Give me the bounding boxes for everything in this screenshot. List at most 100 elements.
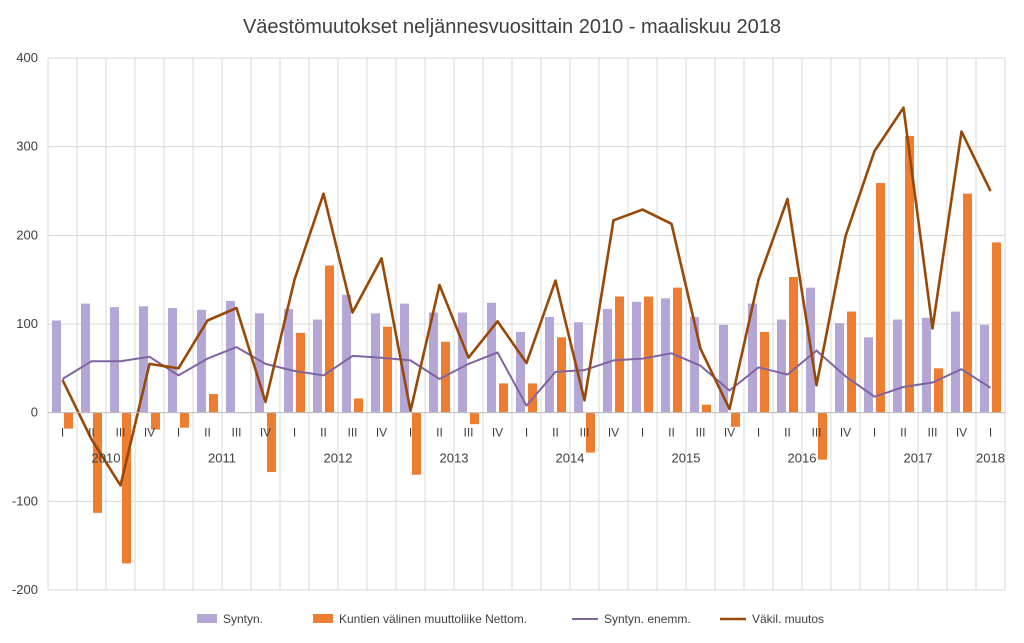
x-tick-label: IV [260, 426, 271, 440]
x-tick-label: IV [144, 426, 155, 440]
bar-nettomuutto [93, 412, 102, 513]
legend-item: Syntyn. [197, 612, 263, 626]
legend-item: Väkil. muutos [720, 612, 824, 626]
bar-nettomuutto [760, 331, 769, 413]
bar-nettomuutto [847, 311, 856, 413]
legend: Syntyn. Kuntien välinen muuttoliike Netto… [197, 612, 824, 626]
bar-syntyn [313, 319, 322, 413]
bar-syntyn [168, 308, 177, 413]
x-year-label: 2014 [556, 451, 585, 466]
legend-label: Kuntien välinen muuttoliike Nettom. [339, 612, 527, 626]
line-vakil-muutos [61, 106, 992, 487]
bar-syntyn [81, 303, 90, 413]
y-tick-label: 200 [16, 227, 38, 242]
bar-syntyn [632, 301, 641, 413]
x-year-label: 2016 [788, 451, 817, 466]
x-tick-label: I [177, 426, 180, 440]
bar-nettomuutto [354, 398, 363, 413]
x-year-label: 2015 [672, 451, 701, 466]
bar-syntyn [52, 320, 61, 413]
y-tick-label: -100 [12, 493, 38, 508]
bar-syntyn [516, 331, 525, 413]
bar-syntyn [661, 298, 670, 413]
x-tick-label: IV [724, 426, 735, 440]
bar-nettomuutto [180, 412, 189, 428]
bar-nettomuutto [383, 326, 392, 413]
bar-nettomuutto [499, 383, 508, 413]
bar-nettomuutto [644, 296, 653, 413]
bar-nettomuutto [789, 277, 798, 413]
bar-syntyn [139, 306, 148, 413]
bar-nettomuutto [267, 412, 276, 473]
bar-syntyn [342, 294, 351, 413]
bar-nettomuutto [412, 412, 421, 475]
bar-syntyn [603, 308, 612, 413]
x-tick-label: III [347, 426, 357, 440]
bar-nettomuutto [586, 412, 595, 453]
x-tick-label: II [320, 426, 327, 440]
x-tick-label: III [579, 426, 589, 440]
x-tick-label: I [293, 426, 296, 440]
bar-nettomuutto [876, 183, 885, 413]
bar-nettomuutto [441, 341, 450, 413]
bar-syntyn [110, 307, 119, 413]
bar-nettomuutto [470, 412, 479, 425]
x-year-label: 2017 [904, 451, 933, 466]
x-tick-label: III [463, 426, 473, 440]
bar-syntyn [574, 322, 583, 413]
bar-syntyn [893, 319, 902, 413]
x-tick-label: III [811, 426, 821, 440]
bar-syntyn [719, 324, 728, 413]
x-tick-label: IV [376, 426, 387, 440]
bar-nettomuutto [209, 394, 218, 413]
x-tick-label: II [88, 426, 95, 440]
bar-syntyn [922, 317, 931, 413]
bar-syntyn [226, 300, 235, 413]
bar-syntyn [835, 323, 844, 413]
line-syntyn-enemm [61, 346, 992, 407]
legend-label: Syntyn. enemm. [604, 612, 691, 626]
x-year-label: 2010 [92, 451, 121, 466]
x-tick-label: IV [840, 426, 851, 440]
x-tick-label: IV [492, 426, 503, 440]
bar-syntyn [690, 316, 699, 413]
bar-syntyn [400, 303, 409, 413]
bar-syntyn [777, 319, 786, 413]
bar-nettomuutto [731, 412, 740, 427]
x-tick-label: III [115, 426, 125, 440]
x-year-label: 2018 [976, 451, 1005, 466]
bar-syntyn [545, 316, 554, 413]
y-tick-label: 400 [16, 50, 38, 65]
x-tick-label: IV [608, 426, 619, 440]
lines [61, 106, 992, 487]
x-tick-label: III [927, 426, 937, 440]
x-tick-label: II [204, 426, 211, 440]
bar-syntyn [284, 308, 293, 413]
y-tick-label: -200 [12, 582, 38, 597]
x-year-label: 2012 [324, 451, 353, 466]
legend-label: Syntyn. [223, 612, 263, 626]
bar-syntyn [458, 312, 467, 413]
legend-item: Syntyn. enemm. [572, 612, 691, 626]
x-tick-label: I [757, 426, 760, 440]
bar-nettomuutto [702, 404, 711, 413]
legend-swatch [197, 614, 217, 623]
x-tick-label: II [436, 426, 443, 440]
y-tick-label: 100 [16, 316, 38, 331]
x-year-label: 2013 [440, 451, 469, 466]
bar-syntyn [864, 337, 873, 413]
y-tick-label: 0 [31, 405, 38, 420]
bar-nettomuutto [673, 287, 682, 413]
x-tick-label: II [900, 426, 907, 440]
bar-nettomuutto [557, 337, 566, 413]
x-tick-label: II [552, 426, 559, 440]
chart-title: Väestömuutokset neljännesvuosittain 2010… [243, 16, 781, 38]
y-tick-label: 300 [16, 139, 38, 154]
bar-nettomuutto [905, 136, 914, 413]
x-tick-label: II [668, 426, 675, 440]
bar-syntyn [255, 313, 264, 413]
bar-nettomuutto [963, 193, 972, 413]
x-year-label: 2011 [208, 451, 236, 466]
x-tick-label: I [873, 426, 876, 440]
